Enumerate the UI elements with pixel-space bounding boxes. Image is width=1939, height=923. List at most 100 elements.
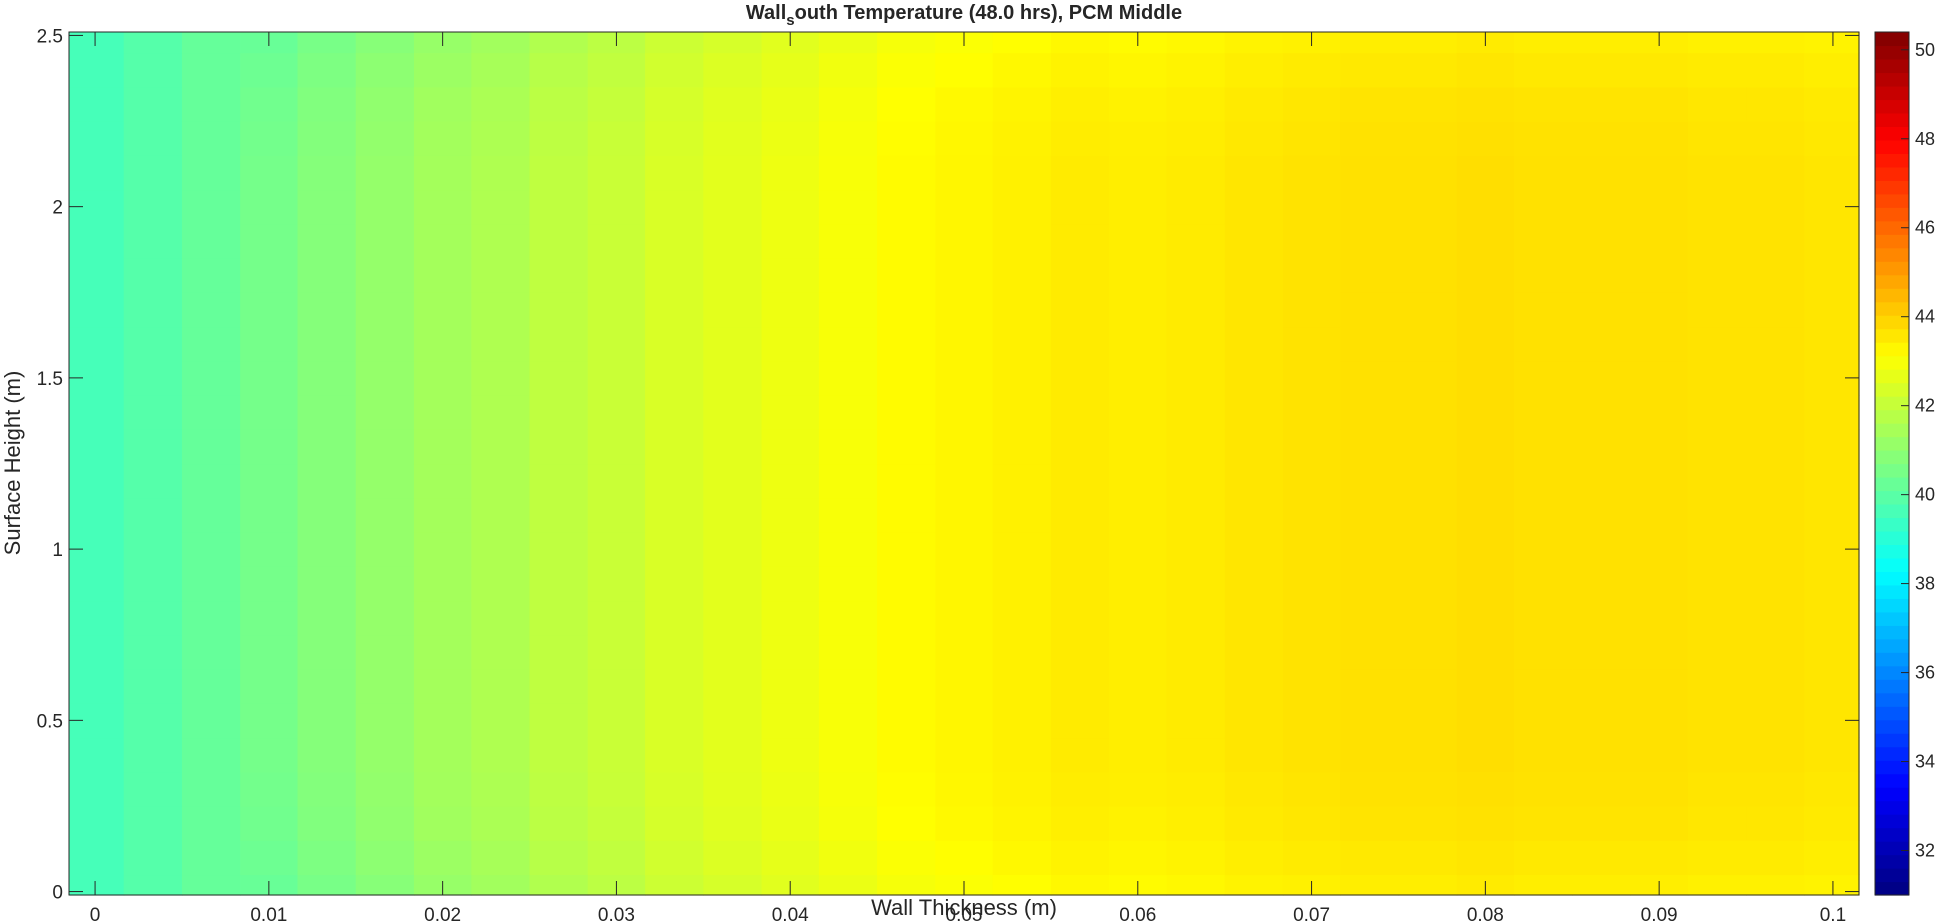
heatmap-cell bbox=[761, 497, 820, 533]
heatmap-cell bbox=[1746, 32, 1805, 54]
heatmap-cell bbox=[877, 668, 936, 704]
heatmap-cell bbox=[240, 600, 299, 636]
heatmap-cell bbox=[1804, 223, 1860, 259]
heatmap-cell bbox=[297, 463, 357, 499]
heatmap-cell bbox=[471, 874, 531, 896]
heatmap-cell bbox=[761, 840, 820, 876]
heatmap-cell bbox=[818, 121, 878, 156]
heatmap-cell bbox=[297, 600, 357, 636]
heatmap-cell bbox=[1804, 429, 1860, 465]
heatmap-cell bbox=[1572, 223, 1632, 259]
colorbar-segment bbox=[1875, 288, 1909, 303]
heatmap-cell bbox=[1804, 292, 1860, 328]
heatmap-cell bbox=[69, 86, 125, 122]
heatmap-cell bbox=[992, 634, 1052, 670]
heatmap-cell bbox=[297, 32, 357, 54]
heatmap-cell bbox=[1746, 121, 1805, 156]
heatmap-cell bbox=[645, 737, 704, 773]
heatmap-cell bbox=[413, 429, 472, 465]
heatmap-cell bbox=[1630, 189, 1689, 225]
heatmap-cell bbox=[1456, 566, 1515, 602]
heatmap-cell bbox=[761, 395, 820, 430]
colorbar-segment bbox=[1875, 881, 1909, 896]
heatmap-cell bbox=[1340, 258, 1400, 293]
heatmap-cell bbox=[123, 600, 183, 636]
heatmap-cell bbox=[529, 258, 589, 293]
x-tick-label: 0.09 bbox=[1641, 905, 1678, 923]
heatmap-cell bbox=[1050, 395, 1110, 430]
heatmap-cell bbox=[1630, 771, 1689, 807]
heatmap-cell bbox=[123, 737, 183, 773]
heatmap-cell bbox=[587, 497, 646, 533]
heatmap-cell bbox=[1514, 155, 1573, 191]
heatmap-cell bbox=[1166, 326, 1226, 362]
heatmap-cell bbox=[181, 223, 241, 259]
heatmap-cell bbox=[1804, 463, 1860, 499]
heatmap-cell bbox=[1050, 258, 1110, 293]
heatmap-cell bbox=[471, 360, 531, 396]
heatmap-cell bbox=[355, 292, 415, 328]
heatmap-cell bbox=[413, 155, 472, 191]
heatmap-cell bbox=[1166, 771, 1226, 807]
colorbar-segment bbox=[1875, 503, 1909, 519]
colorbar-segment bbox=[1875, 517, 1909, 532]
heatmap-cell bbox=[1687, 703, 1747, 739]
heatmap-cell bbox=[1109, 737, 1168, 773]
heatmap-cell bbox=[877, 395, 936, 430]
heatmap-cell bbox=[992, 52, 1052, 88]
heatmap-cell bbox=[69, 840, 125, 876]
heatmap-cell bbox=[645, 258, 704, 293]
heatmap-cell bbox=[1630, 840, 1689, 876]
colorbar-segment bbox=[1875, 746, 1909, 761]
heatmap-cell bbox=[1340, 463, 1400, 499]
heatmap-cell bbox=[935, 463, 994, 499]
heatmap-cell bbox=[1746, 531, 1805, 567]
heatmap-cell bbox=[240, 566, 299, 602]
colorbar-segment bbox=[1875, 58, 1909, 74]
heatmap-cell bbox=[297, 155, 357, 191]
colorbar-tick-label: 36 bbox=[1915, 663, 1935, 683]
heatmap-cell bbox=[818, 86, 878, 122]
heatmap-cell bbox=[703, 52, 763, 88]
heatmap-cell bbox=[1166, 258, 1226, 293]
heatmap-cell bbox=[1687, 531, 1747, 567]
heatmap-cell bbox=[992, 463, 1052, 499]
heatmap-cell bbox=[1050, 634, 1110, 670]
heatmap-cell bbox=[1804, 668, 1860, 704]
heatmap-cell bbox=[877, 566, 936, 602]
heatmap-cell bbox=[1746, 771, 1805, 807]
heatmap-cell bbox=[1398, 840, 1458, 876]
heatmap-cell bbox=[703, 258, 763, 293]
heatmap-cell bbox=[297, 634, 357, 670]
heatmap-cell bbox=[1224, 121, 1284, 156]
heatmap-cell bbox=[1050, 86, 1110, 122]
x-tick-label: 0.02 bbox=[424, 905, 461, 923]
heatmap-cell bbox=[1746, 326, 1805, 362]
heatmap-cell bbox=[877, 840, 936, 876]
heatmap-cell bbox=[761, 566, 820, 602]
heatmap-cell bbox=[1166, 566, 1226, 602]
heatmap-cell bbox=[1746, 258, 1805, 293]
heatmap-cell bbox=[413, 634, 472, 670]
heatmap-cell bbox=[1572, 429, 1632, 465]
heatmap-cell bbox=[240, 463, 299, 499]
heatmap-cell bbox=[529, 874, 589, 896]
heatmap-cell bbox=[69, 32, 125, 54]
heatmap-cell bbox=[240, 258, 299, 293]
heatmap-cell bbox=[1340, 395, 1400, 430]
heatmap-cell bbox=[818, 668, 878, 704]
heatmap-cell bbox=[529, 223, 589, 259]
heatmap-cell bbox=[935, 223, 994, 259]
heatmap-cell bbox=[1630, 52, 1689, 88]
heatmap-cell bbox=[1630, 223, 1689, 259]
heatmap-cell bbox=[529, 771, 589, 807]
heatmap-cell bbox=[587, 86, 646, 122]
heatmap-cell bbox=[1398, 668, 1458, 704]
heatmap-cell bbox=[529, 463, 589, 499]
colorbar-segment bbox=[1875, 841, 1909, 856]
heatmap-cell bbox=[1224, 360, 1284, 396]
heatmap-cell bbox=[1398, 360, 1458, 396]
heatmap-cell bbox=[355, 52, 415, 88]
heatmap-cell bbox=[413, 223, 472, 259]
heatmap-cell bbox=[471, 668, 531, 704]
